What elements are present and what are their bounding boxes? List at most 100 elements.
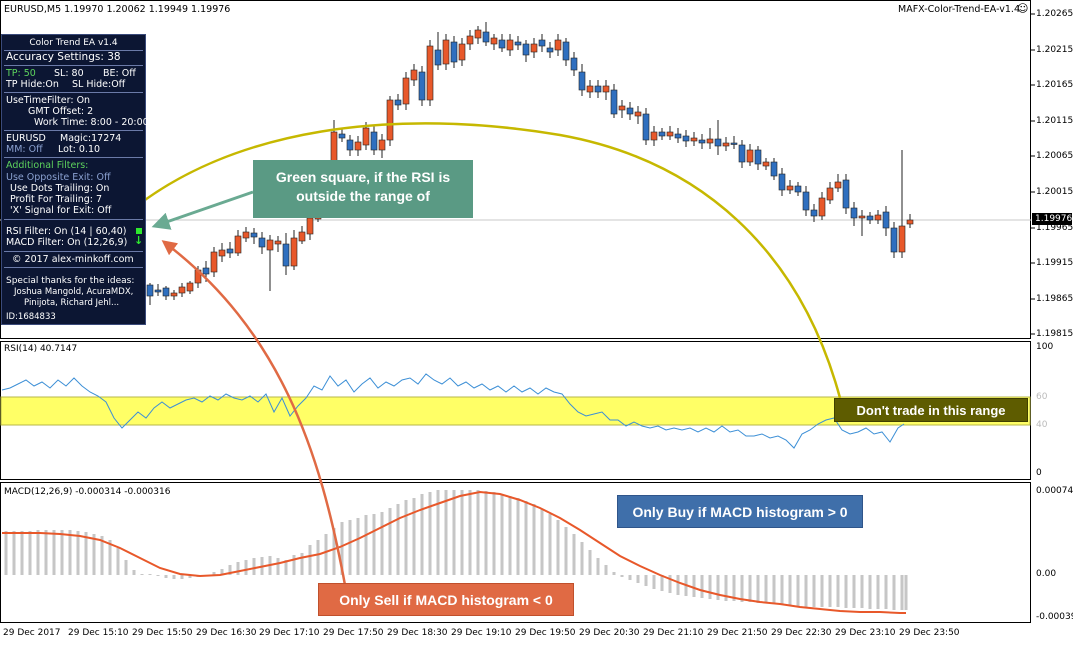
macd-histogram-bar bbox=[532, 504, 536, 575]
macd-histogram-bar bbox=[68, 530, 72, 575]
bearish-candle bbox=[266, 239, 274, 251]
x-signal-exit: 'X' Signal for Exit: Off bbox=[10, 205, 112, 216]
bearish-candle bbox=[178, 286, 186, 294]
macd-histogram-bar bbox=[508, 496, 512, 575]
macd-histogram-bar bbox=[852, 575, 856, 608]
dont-trade-callout: Don't trade in this range bbox=[834, 398, 1028, 422]
macd-histogram-bar bbox=[164, 575, 168, 578]
bullish-candle bbox=[866, 215, 874, 221]
thanks-line-2: Pinijota, Richard Jehl... bbox=[24, 298, 120, 308]
macd-histogram-bar bbox=[156, 575, 160, 576]
bearish-candle bbox=[834, 181, 842, 189]
time-label: 29 Dec 21:50 bbox=[707, 628, 768, 638]
time-label: 29 Dec 18:30 bbox=[387, 628, 448, 638]
macd-histogram-bar bbox=[900, 575, 904, 610]
macd-histogram-bar bbox=[572, 534, 576, 575]
bearish-candle bbox=[186, 282, 194, 292]
macd-histogram-bar bbox=[476, 490, 480, 575]
bearish-candle bbox=[586, 85, 594, 93]
macd-histogram-bar bbox=[556, 520, 560, 575]
lot-size: Lot: 0.10 bbox=[58, 144, 101, 155]
bullish-candle bbox=[802, 191, 810, 211]
time-label: 29 Dec 15:50 bbox=[132, 628, 193, 638]
bearish-candle bbox=[650, 131, 658, 141]
macd-histogram-bar bbox=[548, 514, 552, 575]
bearish-candle bbox=[242, 231, 250, 239]
time-label: 29 Dec 19:10 bbox=[451, 628, 512, 638]
time-label: 29 Dec 17:50 bbox=[323, 628, 384, 638]
bearish-candle bbox=[442, 39, 450, 65]
orange-arrow bbox=[161, 240, 347, 586]
macd-histogram-bar bbox=[340, 522, 344, 575]
price-label: 1.19965 bbox=[1036, 223, 1073, 233]
price-label: 1.20165 bbox=[1036, 80, 1073, 90]
bearish-candle bbox=[426, 45, 434, 101]
sl-value: SL: 80 bbox=[54, 68, 84, 79]
macd-histogram-bar bbox=[804, 575, 808, 607]
price-pane-frame bbox=[0, 0, 1031, 339]
time-label: 29 Dec 19:50 bbox=[515, 628, 576, 638]
bullish-candle bbox=[754, 149, 762, 165]
thanks-title: Special thanks for the ideas: bbox=[6, 276, 135, 286]
bullish-candle bbox=[578, 71, 586, 91]
be-value: BE: Off bbox=[103, 68, 136, 79]
price-label: 1.20015 bbox=[1036, 187, 1073, 197]
macd-histogram-bar bbox=[412, 498, 416, 575]
bearish-candle bbox=[554, 39, 562, 51]
bearish-candle bbox=[410, 69, 418, 81]
price-label: 1.20265 bbox=[1036, 9, 1073, 19]
rsi-label: RSI(14) 40.7147 bbox=[4, 344, 78, 354]
macd-histogram-bar bbox=[300, 553, 304, 575]
macd-histogram-bar bbox=[724, 575, 728, 601]
additional-filters-title: Additional Filters: bbox=[6, 160, 89, 171]
price-label: 1.20065 bbox=[1036, 151, 1073, 161]
macd-histogram-bar bbox=[628, 575, 632, 580]
macd-histogram-bar bbox=[132, 570, 136, 575]
bearish-candle bbox=[722, 142, 730, 147]
bearish-candle bbox=[506, 39, 514, 51]
bullish-candle bbox=[626, 107, 634, 115]
macd-pane-frame bbox=[0, 482, 1031, 623]
panel-divider bbox=[4, 92, 143, 93]
bearish-candle bbox=[898, 225, 906, 253]
macd-signal-line bbox=[2, 490, 906, 614]
bullish-candle bbox=[778, 173, 786, 191]
macd-histogram-bar bbox=[444, 490, 448, 575]
macd-histogram-bar bbox=[868, 575, 872, 609]
bullish-candle bbox=[882, 211, 890, 229]
current-price-tag: 1.19976 bbox=[1032, 213, 1072, 225]
macd-histogram-bar bbox=[372, 514, 376, 575]
macd-histogram-bar bbox=[876, 575, 880, 609]
bearish-candle bbox=[490, 37, 498, 45]
bullish-candle bbox=[594, 85, 602, 93]
macd-histogram-bar bbox=[148, 574, 152, 575]
macd-histogram-bar bbox=[780, 575, 784, 605]
macd-histogram-bar bbox=[188, 575, 192, 578]
time-filter: UseTimeFilter: On bbox=[6, 95, 91, 106]
macd-histogram-bar bbox=[644, 575, 648, 586]
bullish-candle bbox=[714, 138, 722, 147]
macd-histogram-bar bbox=[252, 558, 256, 575]
macd-histogram-bar bbox=[892, 575, 896, 610]
accuracy-settings: Accuracy Settings: 38 bbox=[6, 51, 121, 63]
bullish-candle bbox=[154, 289, 162, 293]
only-buy-callout: Only Buy if MACD histogram > 0 bbox=[617, 495, 863, 528]
bullish-candle bbox=[250, 232, 258, 238]
bearish-candle bbox=[466, 35, 474, 45]
bearish-candle bbox=[458, 43, 466, 61]
bullish-candle bbox=[498, 39, 506, 49]
macd-level-zero: 0.00 bbox=[1036, 569, 1057, 579]
panel-divider bbox=[4, 219, 143, 220]
smiley-icon[interactable]: ☺ bbox=[1017, 2, 1029, 15]
macd-histogram-bar bbox=[452, 490, 456, 575]
macd-histogram-bar bbox=[100, 536, 104, 575]
bullish-candle bbox=[162, 287, 170, 297]
profit-for-trailing: Profit For Trailing: 7 bbox=[10, 194, 103, 205]
macd-histogram-bar bbox=[660, 575, 664, 591]
macd-histogram-bar bbox=[612, 572, 616, 575]
bullish-candle bbox=[562, 41, 570, 61]
time-label: 29 Dec 23:50 bbox=[899, 628, 960, 638]
bullish-candle bbox=[794, 185, 802, 193]
